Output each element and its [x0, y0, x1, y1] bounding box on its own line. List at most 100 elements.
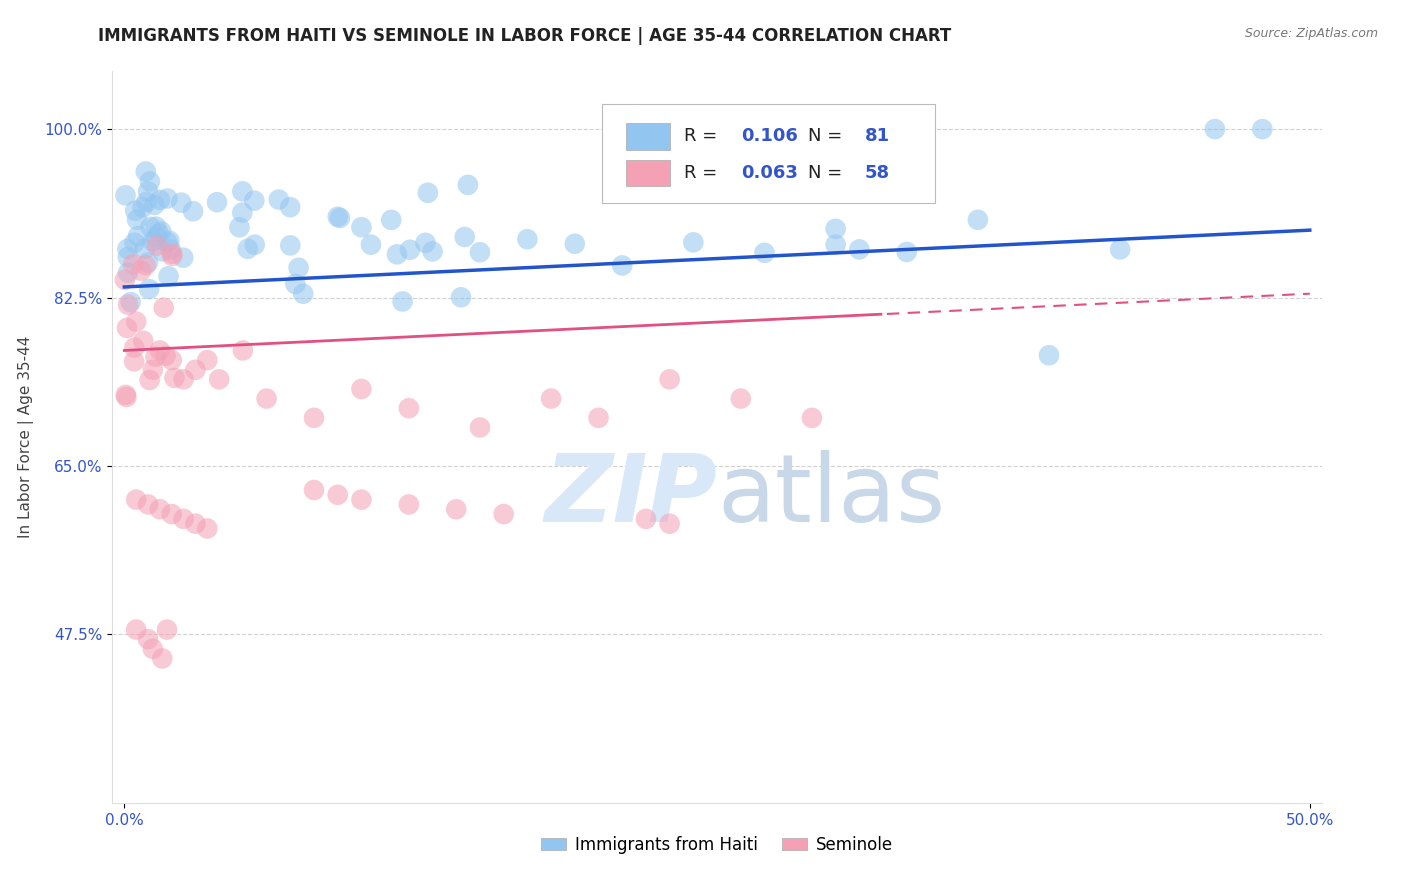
Text: 81: 81: [865, 128, 890, 145]
Point: [658, 372, 681, 386]
Point: [142, 362, 165, 376]
Point: [184, 362, 207, 376]
Point: [540, 392, 562, 406]
Point: [658, 516, 681, 531]
FancyBboxPatch shape: [626, 123, 669, 150]
Point: [450, 290, 472, 304]
Point: [152, 301, 174, 315]
Point: [284, 277, 307, 291]
Point: [115, 321, 138, 335]
Point: [278, 200, 301, 214]
Point: [380, 213, 402, 227]
Legend: Immigrants from Haiti, Seminole: Immigrants from Haiti, Seminole: [534, 829, 900, 860]
Point: [136, 498, 159, 512]
Text: 58: 58: [865, 164, 890, 182]
Point: [287, 260, 309, 275]
Point: [156, 192, 179, 206]
Point: [385, 247, 408, 261]
Point: [350, 220, 373, 235]
Point: [149, 502, 172, 516]
Point: [145, 350, 167, 364]
Point: [1251, 122, 1274, 136]
Point: [588, 410, 610, 425]
Point: [173, 372, 195, 386]
Point: [326, 488, 349, 502]
Point: [398, 498, 420, 512]
Point: [157, 234, 180, 248]
Point: [146, 238, 169, 252]
Point: [326, 210, 349, 224]
Point: [292, 286, 315, 301]
Point: [416, 186, 439, 200]
Point: [122, 354, 145, 368]
Point: [149, 193, 172, 207]
FancyBboxPatch shape: [626, 160, 669, 186]
Point: [148, 227, 170, 241]
Point: [117, 242, 139, 256]
Point: [120, 295, 142, 310]
Point: [142, 235, 165, 249]
Point: [457, 178, 479, 192]
Point: [415, 235, 437, 250]
Text: R =: R =: [685, 164, 724, 182]
Point: [360, 237, 382, 252]
Point: [114, 388, 136, 402]
Text: Source: ZipAtlas.com: Source: ZipAtlas.com: [1244, 27, 1378, 40]
Point: [124, 235, 146, 250]
Point: [896, 244, 918, 259]
Point: [131, 201, 153, 215]
Text: 0.063: 0.063: [741, 164, 799, 182]
Point: [302, 410, 325, 425]
Point: [124, 203, 146, 218]
Point: [205, 195, 228, 210]
Point: [1038, 348, 1060, 362]
Text: 0.106: 0.106: [741, 128, 799, 145]
Point: [124, 341, 146, 355]
Point: [682, 235, 704, 250]
Point: [156, 235, 179, 250]
Point: [160, 353, 183, 368]
Point: [228, 220, 250, 235]
Point: [125, 623, 148, 637]
Point: [138, 282, 160, 296]
Point: [208, 372, 231, 386]
Point: [152, 244, 174, 259]
Point: [132, 334, 155, 348]
Y-axis label: In Labor Force | Age 35-44: In Labor Force | Age 35-44: [18, 336, 34, 538]
Point: [139, 174, 162, 188]
Point: [468, 420, 491, 434]
Point: [516, 232, 538, 246]
Text: ZIP: ZIP: [544, 450, 717, 541]
Point: [135, 194, 157, 209]
Point: [231, 205, 253, 219]
Point: [278, 238, 301, 252]
Point: [243, 237, 266, 252]
Point: [329, 211, 352, 225]
Text: R =: R =: [685, 128, 724, 145]
Point: [127, 229, 149, 244]
Point: [232, 343, 254, 358]
Point: [453, 230, 475, 244]
Point: [789, 122, 811, 136]
Point: [114, 273, 136, 287]
Point: [117, 266, 139, 280]
Point: [824, 237, 846, 252]
Point: [422, 244, 444, 259]
Point: [730, 392, 752, 406]
Point: [350, 382, 373, 396]
Point: [195, 353, 218, 368]
Point: [156, 623, 179, 637]
Point: [824, 222, 846, 236]
Point: [138, 373, 160, 387]
Point: [114, 188, 136, 202]
Point: [256, 392, 278, 406]
FancyBboxPatch shape: [602, 104, 935, 203]
Point: [181, 204, 204, 219]
Point: [492, 507, 515, 521]
Point: [398, 401, 420, 416]
Point: [172, 251, 194, 265]
Point: [564, 236, 586, 251]
Point: [129, 263, 152, 277]
Point: [136, 185, 159, 199]
Point: [143, 198, 166, 212]
